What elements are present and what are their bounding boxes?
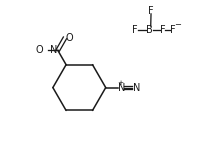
Text: N: N [133, 83, 140, 93]
Text: B: B [146, 25, 153, 35]
Text: O: O [66, 33, 73, 43]
Text: F: F [159, 25, 165, 35]
Text: +: + [117, 80, 124, 86]
Text: F: F [148, 6, 154, 16]
Text: N: N [118, 83, 125, 93]
Text: F: F [170, 25, 176, 35]
Text: O: O [36, 45, 43, 55]
Text: N: N [50, 45, 57, 55]
Text: F: F [132, 25, 137, 35]
Text: −: − [174, 20, 181, 29]
